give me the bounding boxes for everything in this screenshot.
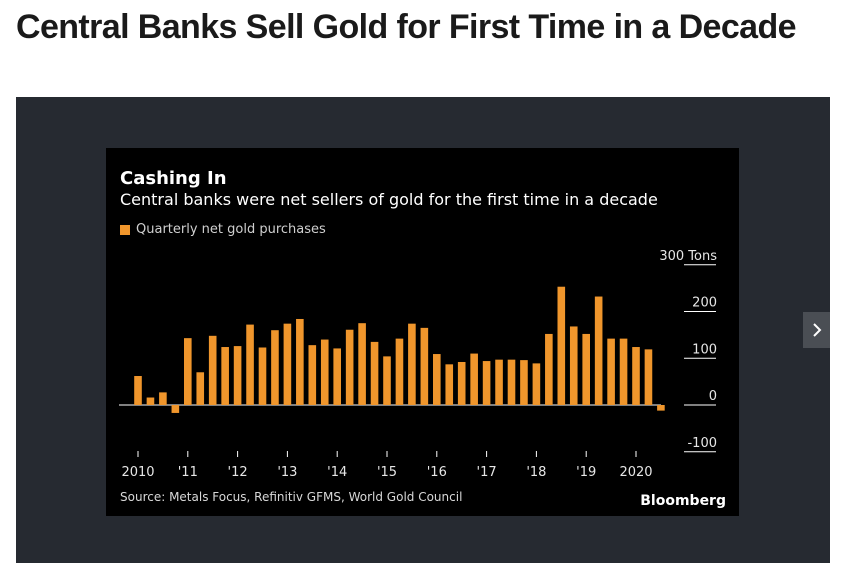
x-tick-label: '13 [277, 465, 297, 480]
bar [507, 359, 516, 405]
x-tick-label: 2020 [619, 465, 652, 480]
bar [233, 346, 242, 405]
bar [607, 338, 615, 405]
y-tick-label: 0 [709, 389, 717, 404]
bar [545, 333, 553, 405]
x-tick-label: '15 [377, 465, 397, 480]
x-tick-label: '14 [327, 465, 347, 480]
source-note: Source: Metals Focus, Refinitiv GFMS, Wo… [120, 490, 463, 504]
x-tick-label: '17 [477, 465, 497, 480]
bar [495, 359, 503, 405]
bar [632, 347, 640, 405]
bar [184, 338, 192, 405]
bar [134, 376, 142, 405]
y-tick-label: 100 [692, 342, 717, 357]
chart-subtitle: Central banks were net sellers of gold f… [120, 190, 658, 209]
y-tick-label: 200 [692, 296, 717, 311]
x-tick-label: '12 [228, 465, 248, 480]
bar [308, 345, 317, 405]
bar [433, 354, 441, 405]
bar [644, 349, 653, 405]
bar [171, 405, 180, 413]
bar [557, 286, 566, 405]
x-tick-label: '11 [178, 465, 198, 480]
bar [594, 296, 603, 405]
chevron-right-icon [812, 323, 821, 337]
next-button[interactable] [803, 312, 830, 348]
legend-swatch [120, 224, 130, 235]
bar [246, 324, 254, 405]
bar [520, 360, 528, 405]
bar [582, 333, 590, 405]
bar [370, 341, 379, 405]
bar [619, 338, 628, 405]
plot-area: 300 Tons 200 100 0 -100 2010 '11 '12 '13 '14 '15 '1… [119, 249, 717, 480]
bar [569, 326, 578, 405]
headline: Central Banks Sell Gold for First Time i… [16, 8, 797, 46]
y-tick-label: -100 [687, 436, 717, 451]
x-tick-label: 2010 [121, 465, 154, 480]
x-tick-label: '16 [427, 465, 447, 480]
bar [196, 372, 205, 405]
bar [482, 361, 491, 405]
bar [470, 353, 478, 405]
bar [383, 356, 391, 405]
bar [445, 364, 454, 405]
bar [258, 347, 267, 405]
bar [221, 347, 229, 405]
bar [345, 329, 354, 405]
bar [146, 397, 155, 405]
bar [532, 363, 541, 405]
bar [208, 335, 217, 405]
bar [296, 318, 304, 405]
bar [358, 323, 366, 405]
bar [333, 348, 341, 405]
x-tick-label: '19 [576, 465, 596, 480]
legend: Quarterly net gold purchases [120, 222, 326, 237]
x-tick-label: '18 [526, 465, 546, 480]
bar [283, 323, 292, 405]
bar [395, 338, 404, 405]
bar [271, 330, 279, 405]
bar [657, 405, 665, 411]
bar [408, 323, 416, 405]
bar [420, 327, 429, 405]
y-tick-label: 300 Tons [659, 249, 717, 264]
bloomberg-logo: Bloomberg [640, 493, 726, 509]
legend-label: Quarterly net gold purchases [136, 222, 326, 237]
bar [159, 392, 167, 405]
chart-title: Cashing In [120, 168, 227, 189]
bar [457, 361, 466, 405]
bar [320, 339, 329, 405]
chart-panel: Cashing In Central banks were net seller… [106, 148, 739, 516]
